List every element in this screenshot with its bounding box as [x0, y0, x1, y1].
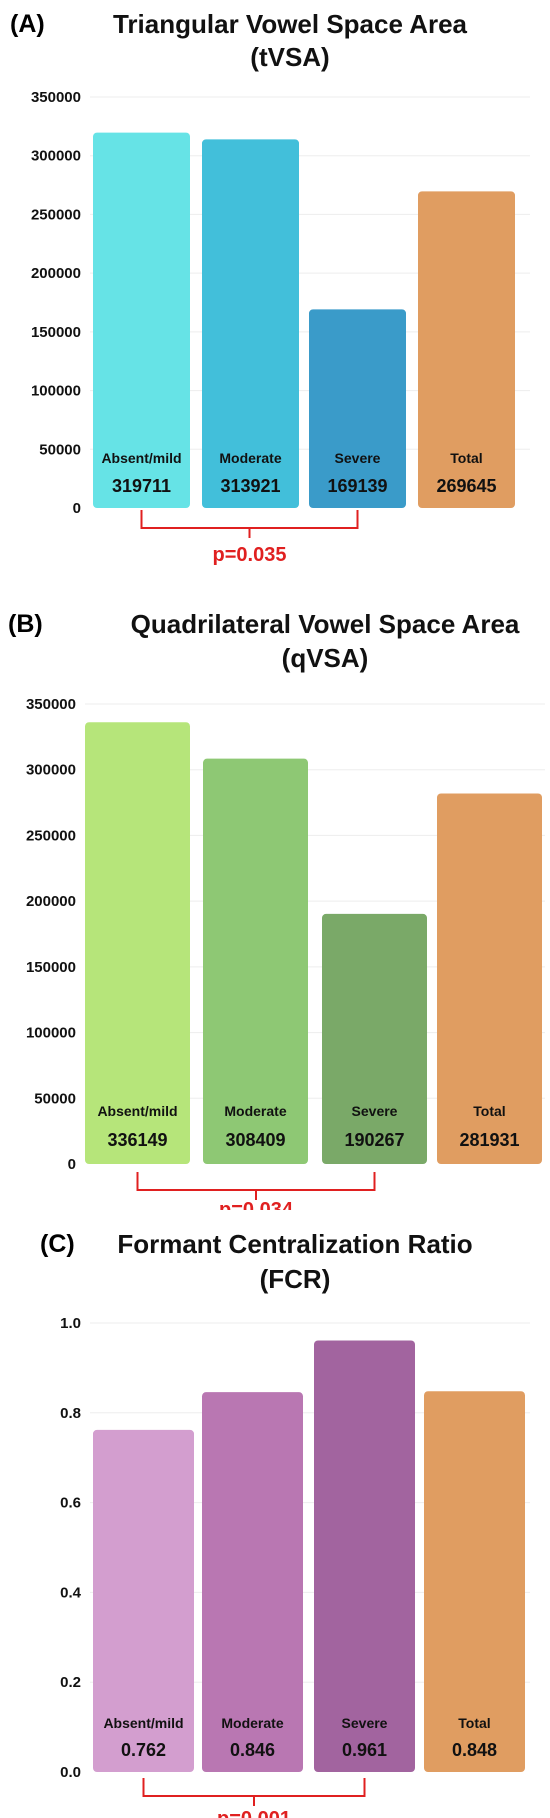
y-tick-label: 100000 [26, 1025, 76, 1042]
bar-absent-mild [85, 722, 190, 1164]
y-tick-label: 0.4 [60, 1584, 82, 1601]
bar-moderate [203, 758, 308, 1164]
y-tick-label: 200000 [26, 893, 76, 910]
significance-bracket [142, 1778, 366, 1806]
bar-category-label: Severe [335, 450, 381, 466]
bar-value-label: 308409 [225, 1130, 285, 1150]
y-tick-label: 0.2 [60, 1674, 81, 1691]
bar-category-label: Moderate [221, 1715, 283, 1731]
chart-title-line: Formant Centralization Ratio [117, 1229, 472, 1259]
y-tick-label: 300000 [26, 762, 76, 779]
p-value-label: p=0.035 [213, 544, 287, 566]
chart-qvsa: (B) Quadrilateral Vowel Space Area (qVSA) 0… [8, 609, 545, 1210]
p-value-label: p=0.034 [219, 1199, 294, 1210]
y-tick-label: 0 [68, 1156, 76, 1173]
chart-title-line: (tVSA) [250, 42, 329, 72]
chart-fcr: (C) Formant Centralization Ratio (FCR) 0.0 0… [40, 1229, 530, 1818]
y-tick-label: 0 [73, 500, 81, 517]
bar-value-label: 281931 [459, 1130, 519, 1150]
y-tick-label: 50000 [34, 1090, 76, 1107]
bar-value-label: 269645 [436, 476, 496, 496]
bar-total [418, 191, 515, 508]
panel-b: (B) Quadrilateral Vowel Space Area (qVSA) 0… [0, 590, 550, 1210]
bar-moderate [202, 1392, 303, 1772]
bar-value-label: 0.762 [121, 1740, 166, 1760]
bar-category-label: Absent/mild [103, 1715, 183, 1731]
y-tick-label: 50000 [39, 441, 81, 458]
chart-title-line: Quadrilateral Vowel Space Area [131, 609, 520, 639]
bar-value-label: 190267 [344, 1130, 404, 1150]
bar-severe [314, 1340, 415, 1772]
bar-category-label: Total [450, 450, 482, 466]
chart-title-line: Triangular Vowel Space Area [113, 9, 468, 39]
bar-category-label: Absent/mild [101, 450, 181, 466]
chart-title-line: (FCR) [260, 1264, 331, 1294]
y-tick-label: 100000 [31, 383, 81, 400]
y-tick-label: 1.0 [60, 1315, 81, 1332]
p-value-label: p=0.001 [217, 1808, 291, 1818]
y-tick-label: 250000 [26, 827, 76, 844]
y-tick-label: 250000 [31, 206, 81, 223]
y-tick-label: 200000 [31, 265, 81, 282]
bar-value-label: 169139 [327, 476, 387, 496]
bar-category-label: Severe [352, 1103, 398, 1119]
panel-label: (B) [8, 610, 43, 638]
bar-value-label: 0.846 [230, 1740, 275, 1760]
y-tick-label: 0.8 [60, 1405, 81, 1422]
bar-total [437, 793, 542, 1164]
bar-category-label: Severe [342, 1715, 388, 1731]
panel-label: (A) [10, 10, 45, 38]
y-tick-label: 300000 [31, 148, 81, 165]
y-tick-label: 350000 [31, 89, 81, 106]
panel-c: (C) Formant Centralization Ratio (FCR) 0.0 0… [0, 1210, 550, 1818]
bar-severe [309, 309, 406, 508]
bar-value-label: 319711 [112, 476, 171, 496]
chart-title-line: (qVSA) [282, 643, 369, 673]
bar-absent-mild [93, 1429, 194, 1772]
bar-value-label: 313921 [220, 476, 280, 496]
bar-category-label: Total [458, 1715, 490, 1731]
bar-total [424, 1391, 525, 1772]
significance-bracket [136, 1172, 376, 1200]
y-tick-label: 350000 [26, 696, 76, 713]
chart-tvsa: (A) Triangular Vowel Space Area(tVSA) 0 500… [10, 9, 530, 566]
panel-label: (C) [40, 1230, 75, 1258]
bar-moderate [202, 139, 299, 508]
y-tick-label: 0.6 [60, 1495, 81, 1512]
y-tick-label: 150000 [31, 324, 81, 341]
significance-bracket [140, 510, 359, 538]
y-tick-label: 150000 [26, 959, 76, 976]
bar-category-label: Moderate [219, 450, 281, 466]
bar-value-label: 0.961 [342, 1740, 387, 1760]
panel-a: (A) Triangular Vowel Space Area (tVSA) 0 500… [0, 0, 550, 590]
bar-value-label: 0.848 [452, 1740, 497, 1760]
bar-severe [322, 913, 427, 1164]
bar-value-label: 336149 [107, 1130, 167, 1150]
bar-category-label: Moderate [224, 1103, 286, 1119]
bar-category-label: Absent/mild [97, 1103, 177, 1119]
bar-absent-mild [93, 132, 190, 509]
bar-category-label: Total [473, 1103, 505, 1119]
y-tick-label: 0.0 [60, 1764, 81, 1781]
